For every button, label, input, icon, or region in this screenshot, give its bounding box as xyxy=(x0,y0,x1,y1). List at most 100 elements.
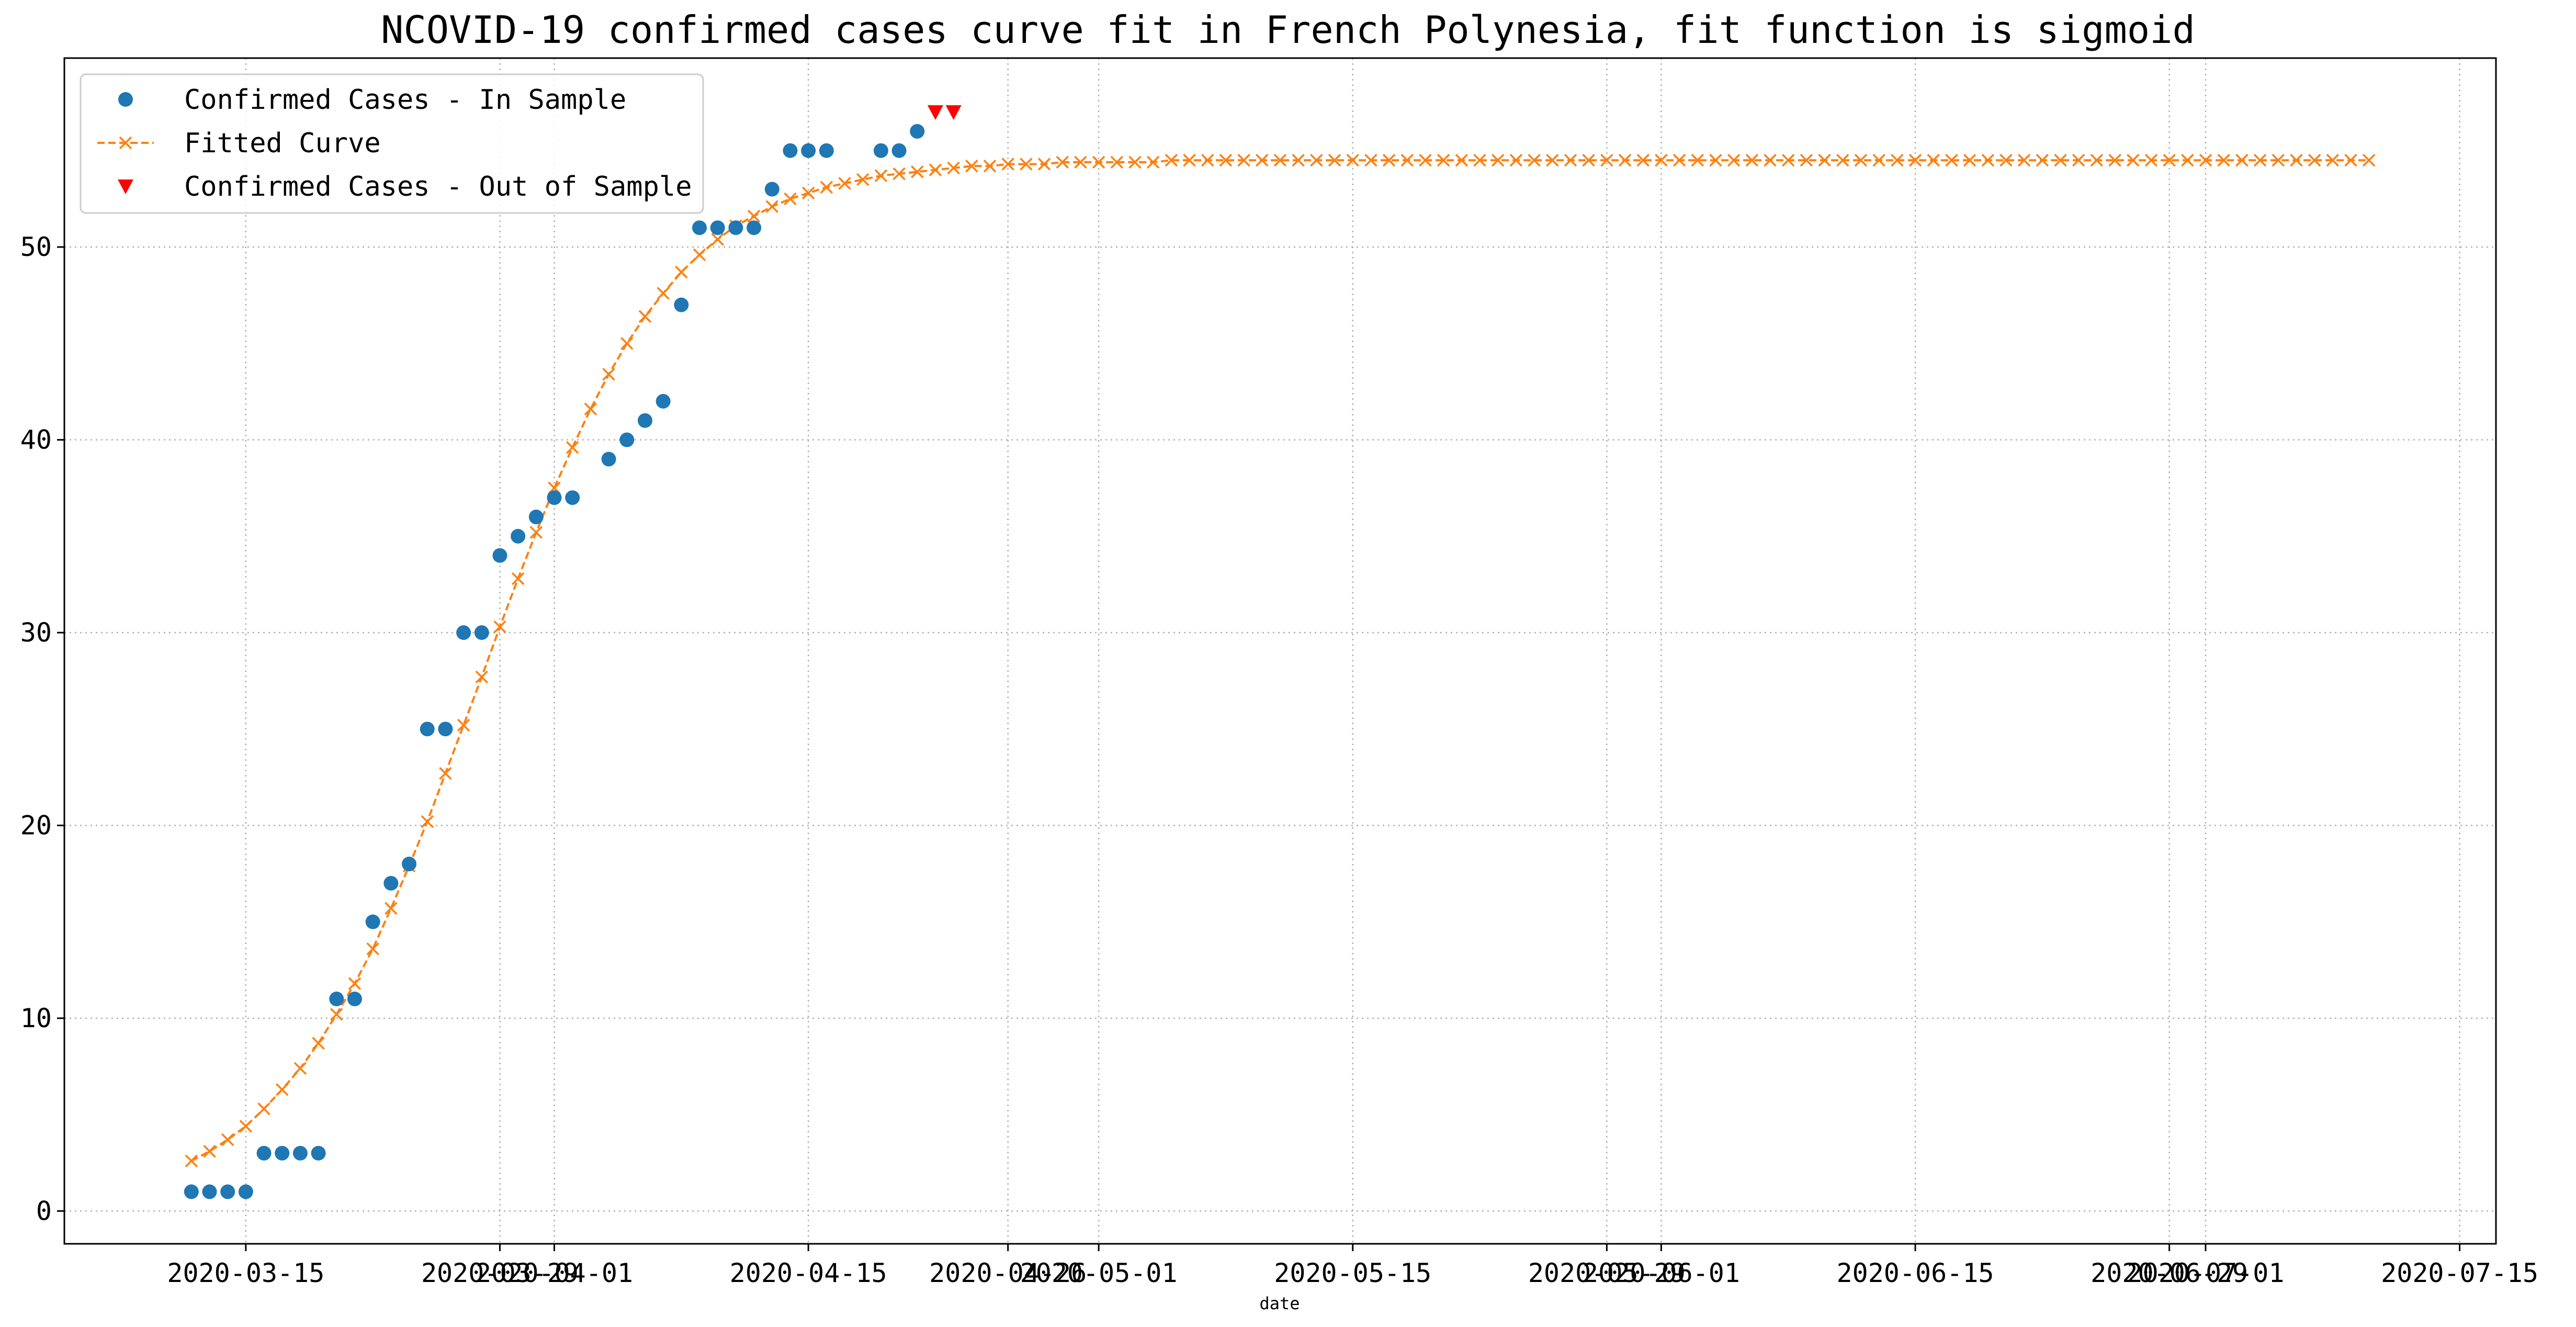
legend-label: Confirmed Cases - Out of Sample xyxy=(184,171,692,203)
y-tick-label: 0 xyxy=(36,1196,52,1226)
data-point xyxy=(1999,154,2013,167)
data-point xyxy=(347,992,362,1007)
data-point xyxy=(330,1008,343,1021)
legend-marker xyxy=(118,179,133,194)
data-point xyxy=(257,1102,270,1116)
series-0-points xyxy=(184,124,925,1199)
data-point xyxy=(747,220,762,235)
data-point xyxy=(910,124,925,139)
data-point xyxy=(221,1133,234,1146)
x-tick-label: 2020-04-01 xyxy=(476,1258,633,1288)
data-point xyxy=(1310,154,1323,167)
data-point xyxy=(348,977,361,990)
series-2-points xyxy=(927,105,962,120)
data-point xyxy=(2181,154,2194,167)
data-point xyxy=(1908,154,1922,167)
data-point xyxy=(1400,154,1414,167)
data-point xyxy=(1183,154,1196,167)
data-point xyxy=(511,528,526,544)
data-point xyxy=(619,432,635,447)
data-point xyxy=(457,718,470,732)
data-point xyxy=(927,105,943,120)
data-point xyxy=(764,182,779,197)
data-point xyxy=(184,1184,199,1199)
data-point xyxy=(710,220,725,235)
data-point xyxy=(1781,154,1795,167)
data-point xyxy=(1455,154,1468,167)
chart-title: NCOVID-19 confirmed cases curve fit in F… xyxy=(381,8,2195,52)
data-point xyxy=(1872,154,1885,167)
x-tick-label: 2020-03-15 xyxy=(167,1258,324,1288)
data-point xyxy=(2362,154,2376,167)
data-point xyxy=(366,942,379,955)
data-point xyxy=(638,310,652,323)
data-point xyxy=(565,490,580,505)
data-point xyxy=(1600,154,1613,167)
data-point xyxy=(1437,154,1450,167)
grid-layer xyxy=(64,58,2496,1244)
data-point xyxy=(674,297,689,312)
data-point xyxy=(1655,154,1668,167)
data-point xyxy=(711,233,724,246)
data-point xyxy=(511,572,525,586)
data-point xyxy=(911,165,924,178)
data-point xyxy=(1328,154,1341,167)
data-point xyxy=(1492,154,1505,167)
data-point xyxy=(819,143,834,158)
data-point xyxy=(620,337,634,350)
data-point xyxy=(185,1154,198,1167)
data-point xyxy=(602,368,615,381)
data-point xyxy=(2144,154,2158,167)
data-point xyxy=(1292,154,1305,167)
data-point xyxy=(2199,154,2212,167)
data-point xyxy=(1800,154,1813,167)
data-point xyxy=(1709,154,1722,167)
data-point xyxy=(1891,154,1904,167)
data-point xyxy=(891,143,907,158)
data-point xyxy=(311,1145,326,1161)
data-point xyxy=(584,402,597,415)
series-1-points xyxy=(185,154,2376,1167)
data-point xyxy=(838,177,851,190)
data-point xyxy=(1237,154,1250,167)
x-tick-label: 2020-05-15 xyxy=(1274,1258,1431,1288)
data-point xyxy=(945,105,962,120)
data-point xyxy=(783,143,798,158)
data-point xyxy=(856,173,869,186)
data-point xyxy=(421,815,434,828)
x-tick-label: 2020-04-26 xyxy=(929,1258,1087,1288)
x-tick-label: 2020-07-15 xyxy=(2381,1258,2538,1288)
data-point xyxy=(385,902,398,915)
data-point xyxy=(2344,154,2357,167)
data-point xyxy=(293,1062,307,1075)
data-point xyxy=(566,441,579,454)
data-point xyxy=(2163,154,2176,167)
data-point xyxy=(1219,154,1233,167)
legend-marker xyxy=(118,92,133,107)
data-point xyxy=(276,1083,289,1096)
data-point xyxy=(983,160,997,173)
data-point xyxy=(383,875,399,891)
data-point xyxy=(528,509,544,524)
data-point xyxy=(2308,154,2321,167)
x-axis-label: date xyxy=(1259,1294,1300,1313)
data-point xyxy=(493,620,506,634)
data-point xyxy=(547,490,562,505)
legend-label: Fitted Curve xyxy=(184,128,381,159)
y-tick-label: 20 xyxy=(20,810,52,840)
legend-box xyxy=(80,73,704,214)
data-point xyxy=(801,143,816,158)
data-point xyxy=(1110,155,1124,169)
data-point xyxy=(2072,154,2085,167)
data-point xyxy=(438,722,453,737)
data-point xyxy=(1509,154,1523,167)
x-tick-label: 2020-04-15 xyxy=(730,1258,887,1288)
data-point xyxy=(728,220,743,235)
fitted-curve-line xyxy=(190,159,2369,1162)
data-point xyxy=(1691,154,1704,167)
legend: Confirmed Cases - In Sample Fitted Curve C… xyxy=(80,73,704,214)
data-point xyxy=(529,526,543,539)
data-point xyxy=(312,1037,325,1050)
